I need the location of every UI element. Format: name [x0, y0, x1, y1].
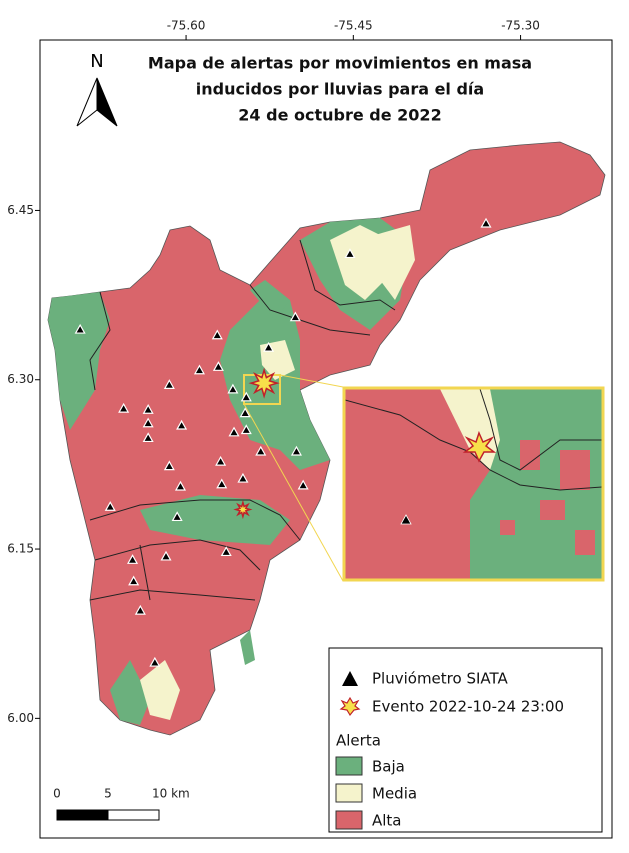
station [211, 329, 223, 340]
station [142, 403, 154, 414]
station [215, 455, 227, 466]
station [228, 426, 240, 437]
station [171, 511, 183, 522]
title-line: inducidos por lluvias para el día [196, 80, 484, 99]
x-tick-label: -75.30 [501, 19, 540, 33]
station [212, 361, 224, 371]
map-frame [39, 39, 613, 839]
station [176, 419, 188, 430]
legend-box [328, 647, 603, 833]
y-tick-label: 6.00 [7, 711, 34, 725]
station [149, 656, 161, 667]
event [248, 367, 280, 399]
y-tick-label: 6.45 [7, 203, 34, 217]
station [227, 383, 239, 394]
inset [342, 386, 605, 582]
scale-label: 5 [104, 787, 112, 801]
station [290, 445, 302, 456]
station [160, 550, 172, 561]
station [142, 417, 154, 428]
station [216, 478, 228, 489]
legend-heading: Alerta [336, 732, 381, 750]
legend-station-symbol [342, 671, 358, 686]
legend-swatch [335, 783, 363, 803]
station [104, 501, 116, 511]
station [239, 407, 251, 418]
x-tick-label: -75.60 [167, 19, 206, 33]
station [118, 402, 130, 413]
station [74, 323, 86, 334]
north-label: N [90, 51, 103, 72]
region-media [140, 225, 415, 720]
station [240, 391, 252, 402]
legend-label: Media [372, 785, 417, 803]
station [128, 575, 140, 586]
basemap [47, 141, 606, 736]
station [134, 604, 146, 615]
legend-event-symbol [339, 696, 361, 717]
scale-label: 0 [53, 787, 61, 801]
legend-label: Baja [372, 758, 405, 776]
title-line: 24 de octubre de 2022 [238, 106, 441, 125]
title-line: Mapa de alertas por movimientos en masa [148, 54, 532, 73]
legend-label: Alta [372, 812, 402, 830]
station [237, 472, 249, 483]
station [344, 248, 356, 259]
legend-swatch [335, 810, 363, 830]
x-tick-label: -75.45 [334, 19, 373, 33]
zoom-connector [243, 403, 344, 582]
station [480, 217, 492, 228]
station [163, 379, 175, 389]
station [263, 341, 275, 352]
station [289, 311, 301, 322]
legend-label: Pluviómetro SIATA [372, 670, 508, 688]
station [142, 432, 154, 443]
station [255, 445, 267, 456]
legend: Pluviómetro SIATA Evento 2022-10-24 23:0… [328, 647, 603, 833]
station [220, 546, 232, 557]
station [240, 424, 252, 435]
station [174, 480, 187, 491]
legend-label: Evento 2022-10-24 23:00 [372, 698, 564, 716]
y-tick-label: 6.15 [7, 542, 34, 556]
station [193, 364, 205, 375]
stations [74, 217, 492, 667]
station [163, 460, 175, 471]
event [233, 499, 253, 520]
zoom-connector [279, 374, 344, 388]
boundaries [89, 239, 396, 601]
legend-swatch [335, 756, 363, 776]
y-tick-label: 6.30 [7, 372, 34, 386]
region-alta [47, 141, 606, 736]
station [297, 479, 309, 490]
station [127, 554, 139, 564]
north-arrow [76, 77, 118, 127]
scale-bar: 0 5 10 km [53, 787, 190, 821]
scale-label: 10 km [152, 787, 190, 801]
